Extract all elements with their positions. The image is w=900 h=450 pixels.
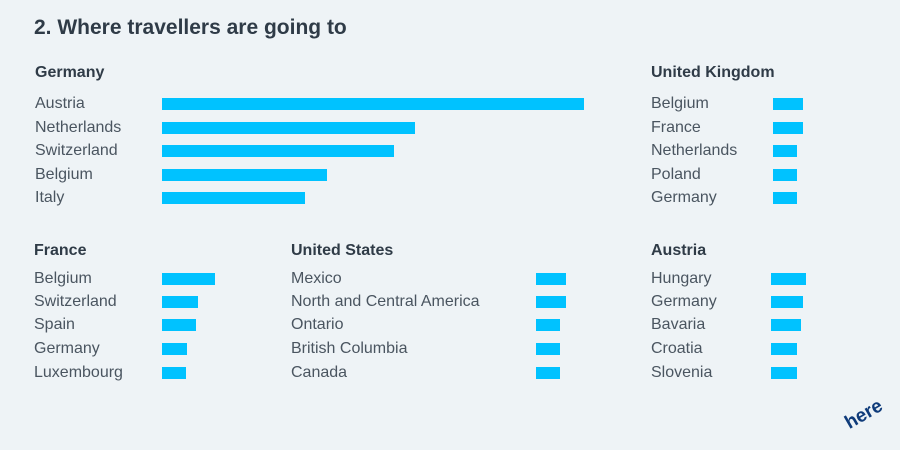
category-label: Germany [34,340,100,357]
category-label: Austria [35,95,85,112]
category-label: Switzerland [34,293,117,310]
category-label: North and Central America [291,293,480,310]
bar [773,145,797,157]
category-label: Ontario [291,316,344,333]
category-label: Italy [35,189,65,206]
bar [771,367,797,379]
bar [162,367,186,379]
category-label: Germany [651,189,717,206]
here-logo: here [841,395,886,432]
category-label: Spain [34,316,75,333]
category-label: Bavaria [651,316,706,333]
category-label: Belgium [651,95,709,112]
bar [536,367,560,379]
category-label: Mexico [291,270,342,287]
category-label: Netherlands [651,142,738,159]
bar [162,273,215,285]
category-label: Belgium [35,166,93,183]
page-title: 2. Where travellers are going to [34,16,347,39]
category-label: British Columbia [291,340,408,357]
category-label: Hungary [651,270,712,287]
bar [771,296,803,308]
bar [162,98,584,110]
bar [773,98,803,110]
category-label: Canada [291,364,348,381]
panel-title: United States [291,242,394,259]
bar [773,192,797,204]
bar [162,169,327,181]
bar [162,122,415,134]
category-label: Netherlands [35,119,122,136]
bar [162,319,196,331]
bar [536,273,566,285]
category-label: Belgium [34,270,92,287]
category-label: Slovenia [651,364,713,381]
panel-title: Austria [651,242,707,259]
bar [162,343,187,355]
panel-title: United Kingdom [651,64,775,81]
bar [536,319,560,331]
panel-title: Germany [35,64,105,81]
bar [773,122,803,134]
bar [773,169,797,181]
bar [162,296,198,308]
category-label: France [651,119,701,136]
panel-title: France [34,242,87,259]
bar [162,145,394,157]
bar [771,343,797,355]
bar [771,319,801,331]
bar [536,343,560,355]
bar [771,273,806,285]
bar [536,296,566,308]
category-label: Croatia [651,340,703,357]
category-label: Germany [651,293,717,310]
logo-text: here [841,395,886,432]
bar [162,192,305,204]
category-label: Luxembourg [34,364,123,381]
category-label: Poland [651,166,701,183]
category-label: Switzerland [35,142,118,159]
